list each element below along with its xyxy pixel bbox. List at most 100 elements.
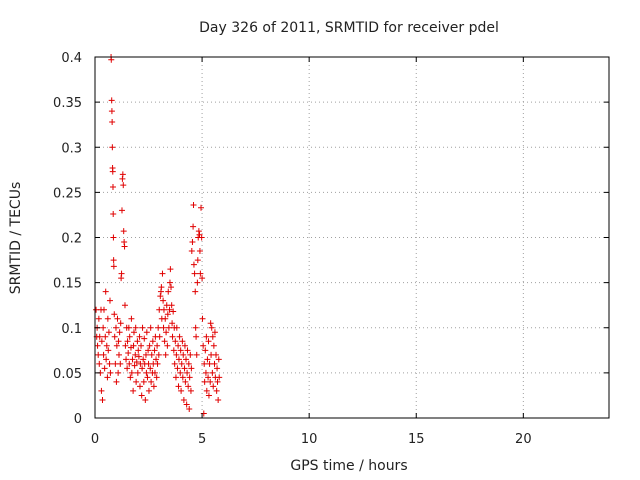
- data-point: [201, 378, 208, 385]
- data-point: [118, 207, 125, 214]
- data-point: [148, 378, 155, 385]
- data-point: [198, 204, 205, 211]
- y-tick-label: 0.05: [53, 367, 82, 382]
- data-point: [177, 369, 184, 376]
- data-point: [96, 333, 103, 340]
- data-point: [135, 347, 142, 354]
- data-point: [186, 374, 193, 381]
- data-point: [180, 351, 187, 358]
- data-point: [199, 275, 206, 282]
- data-point: [134, 338, 141, 345]
- data-point: [187, 351, 194, 358]
- data-point: [153, 374, 160, 381]
- data-point: [115, 338, 122, 345]
- chart-title: Day 326 of 2011, SRMTID for receiver pde…: [199, 20, 499, 36]
- data-point: [111, 333, 118, 340]
- data-point: [128, 369, 135, 376]
- data-point: [179, 374, 186, 381]
- data-point: [189, 239, 196, 246]
- data-point: [210, 383, 217, 390]
- data-point: [105, 347, 112, 354]
- data-point: [108, 108, 115, 115]
- data-point: [124, 338, 131, 345]
- data-point: [131, 362, 138, 369]
- x-axis-label: GPS time / hours: [290, 458, 407, 474]
- data-point: [150, 383, 157, 390]
- data-point: [134, 369, 141, 376]
- data-point: [186, 405, 193, 412]
- data-point: [207, 378, 214, 385]
- data-point: [133, 378, 140, 385]
- data-point: [118, 270, 125, 277]
- data-point: [197, 270, 204, 277]
- data-point: [156, 333, 163, 340]
- data-point: [215, 356, 222, 363]
- y-axis-label: SRMTID / TECUs: [8, 182, 24, 295]
- data-point: [123, 356, 130, 363]
- data-point: [168, 302, 175, 309]
- data-point: [103, 356, 110, 363]
- data-point: [204, 356, 211, 363]
- data-point: [148, 351, 155, 358]
- data-point: [166, 279, 173, 286]
- data-point: [119, 171, 126, 178]
- data-point: [183, 356, 190, 363]
- data-points: [93, 54, 223, 417]
- data-point: [167, 266, 174, 273]
- x-tick-label: 10: [301, 432, 318, 447]
- data-point: [170, 347, 177, 354]
- y-tick-label: 0.15: [53, 277, 82, 292]
- data-point: [129, 356, 136, 363]
- data-point: [117, 360, 124, 367]
- data-point: [147, 365, 154, 372]
- data-point: [98, 387, 105, 394]
- data-point: [95, 351, 102, 358]
- data-point: [139, 365, 146, 372]
- data-point: [213, 351, 220, 358]
- data-point: [143, 329, 150, 336]
- data-point: [135, 353, 142, 360]
- data-point: [112, 324, 119, 331]
- data-point: [125, 324, 132, 331]
- data-point: [175, 356, 182, 363]
- data-point: [154, 342, 161, 349]
- data-point: [177, 347, 184, 354]
- data-point: [175, 383, 182, 390]
- data-point: [104, 315, 111, 322]
- data-point: [108, 56, 115, 63]
- data-point: [149, 338, 156, 345]
- data-point: [121, 302, 128, 309]
- data-point: [147, 324, 154, 331]
- data-point: [101, 365, 108, 372]
- data-point: [138, 392, 145, 399]
- data-point: [164, 342, 171, 349]
- data-point: [211, 329, 218, 336]
- data-point: [172, 374, 179, 381]
- data-point: [99, 396, 106, 403]
- data-point: [132, 351, 139, 358]
- data-point: [136, 383, 143, 390]
- data-point: [185, 383, 192, 390]
- data-point: [209, 369, 216, 376]
- data-point: [198, 234, 205, 241]
- y-tick-label: 0: [74, 412, 82, 427]
- data-point: [161, 338, 168, 345]
- data-point: [165, 288, 172, 295]
- x-tick-label: 5: [198, 432, 206, 447]
- data-point: [191, 270, 198, 277]
- data-point: [102, 288, 109, 295]
- data-point: [157, 293, 164, 300]
- data-point: [103, 342, 110, 349]
- x-tick-label: 20: [515, 432, 532, 447]
- y-tick-label: 0.35: [53, 96, 82, 111]
- x-tick-label: 0: [91, 432, 99, 447]
- data-point: [139, 324, 146, 331]
- y-tick-label: 0.25: [53, 186, 82, 201]
- data-point: [110, 257, 117, 264]
- data-point: [115, 351, 122, 358]
- data-point: [213, 387, 220, 394]
- data-point: [130, 387, 137, 394]
- data-point: [130, 342, 137, 349]
- data-point: [188, 248, 195, 255]
- data-point: [194, 257, 201, 264]
